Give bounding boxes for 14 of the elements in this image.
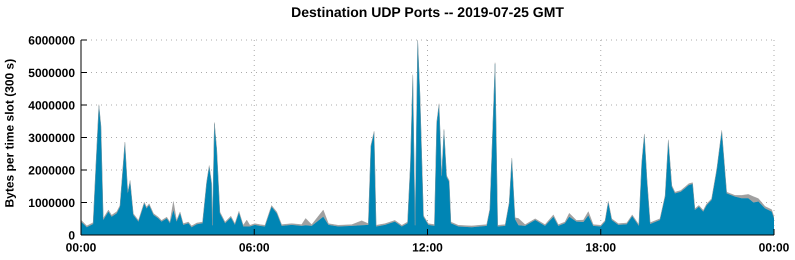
x-tick-label: 00:00 bbox=[758, 240, 790, 255]
y-tick-label: 4000000 bbox=[28, 98, 76, 112]
x-tick-label: 12:00 bbox=[412, 240, 444, 255]
x-tick-label: 00:00 bbox=[66, 240, 97, 255]
y-tick-label: 0 bbox=[68, 228, 76, 242]
y-tick-label: 6000000 bbox=[28, 33, 76, 48]
x-tick-label: 06:00 bbox=[238, 240, 270, 255]
y-tick-label: 1000000 bbox=[28, 196, 76, 210]
x-tick-label: 18:00 bbox=[585, 240, 616, 255]
chart-title: Destination UDP Ports -- 2019-07-25 GMT bbox=[290, 4, 565, 20]
y-tick-label: 2000000 bbox=[28, 163, 76, 178]
y-tick-label: 5000000 bbox=[28, 66, 76, 80]
y-axis-title: Bytes per time slot (300 s) bbox=[2, 58, 16, 208]
y-tick-label: 3000000 bbox=[28, 130, 76, 145]
